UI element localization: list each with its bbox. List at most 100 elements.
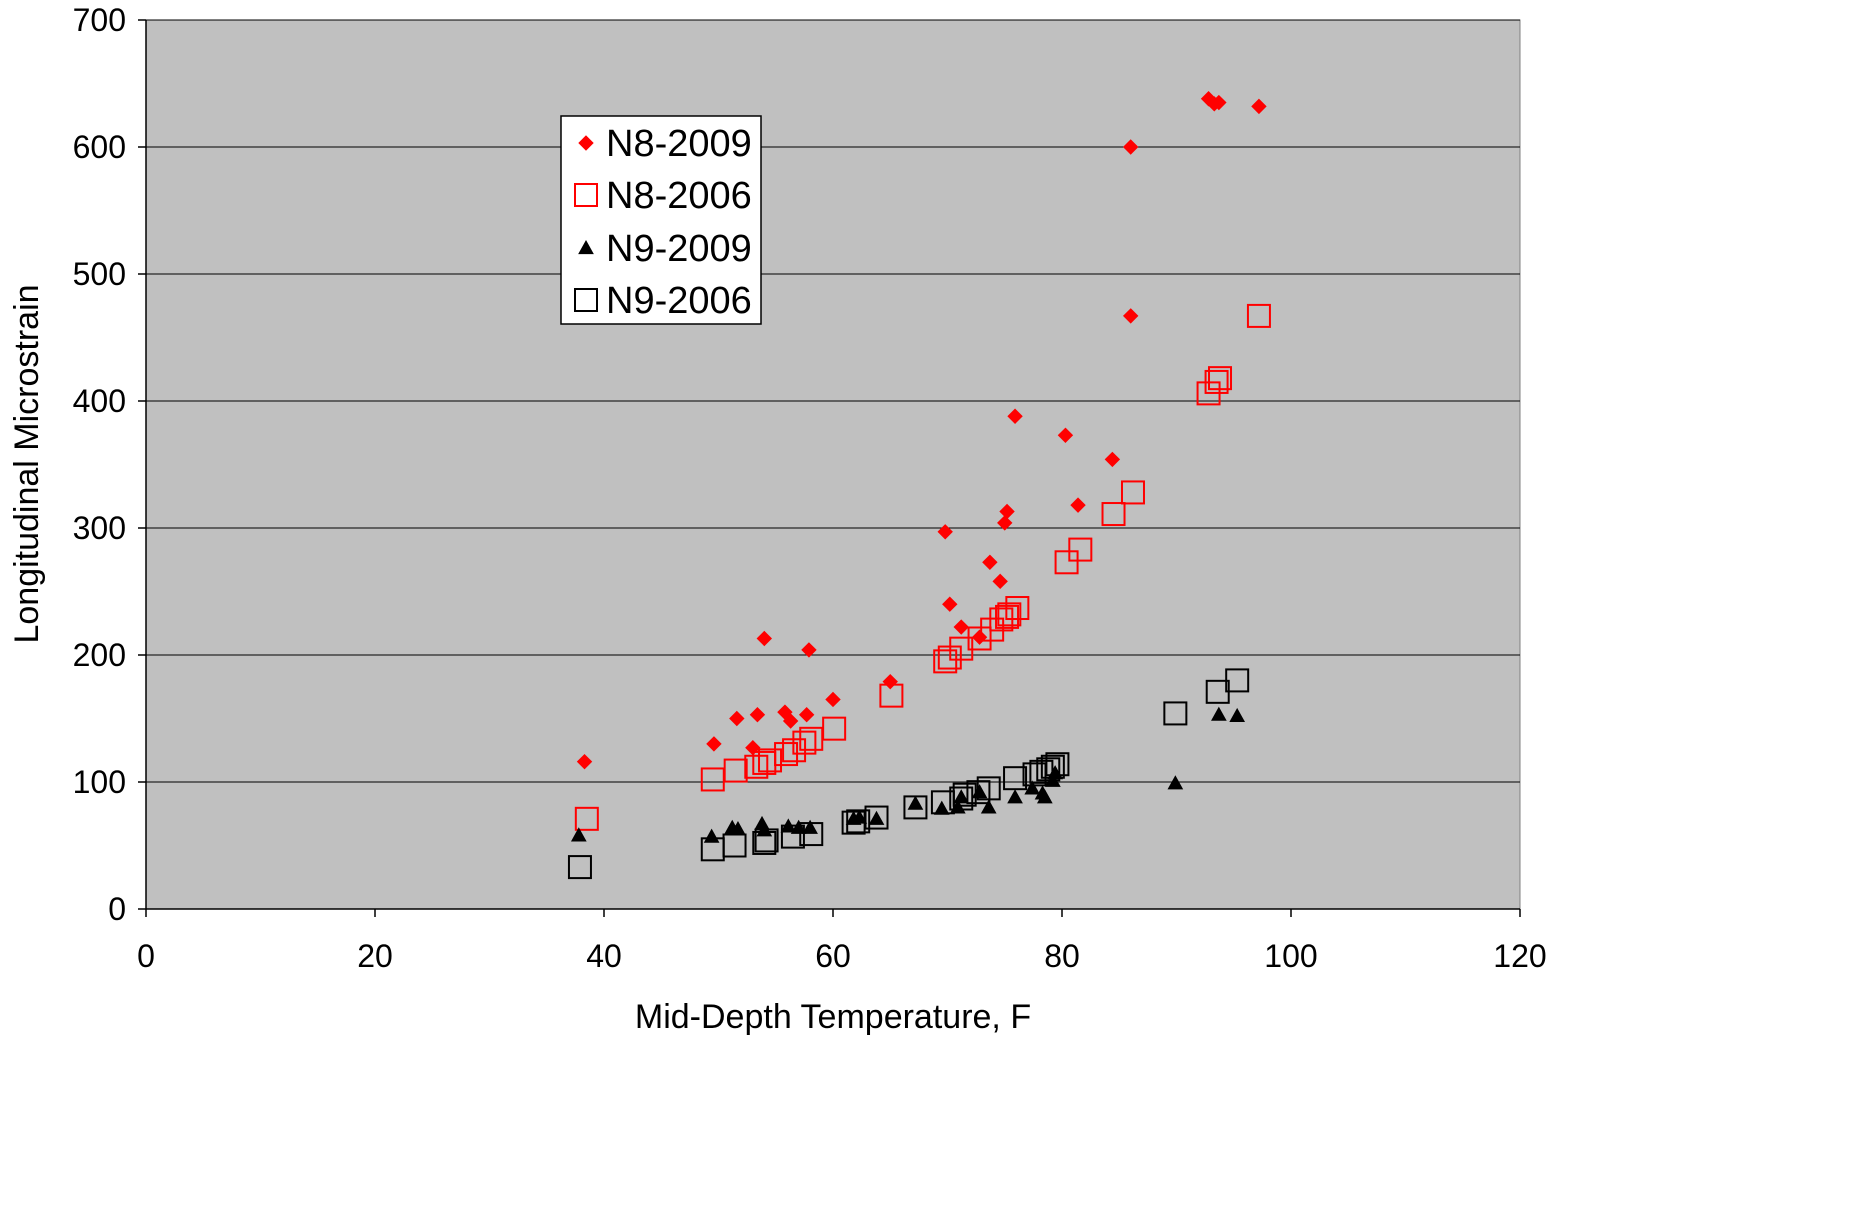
y-axis-title: Longitudinal Microstrain — [8, 284, 46, 643]
data-point — [723, 758, 748, 783]
data-point — [1246, 303, 1271, 328]
data-point — [882, 673, 898, 690]
x-tick-label: 100 — [1264, 938, 1317, 974]
data-point — [706, 736, 722, 752]
data-point — [971, 629, 988, 645]
legend-triangle-icon — [578, 239, 594, 255]
legend-label: N8-2006 — [606, 175, 752, 217]
data-point — [1211, 706, 1227, 721]
data-point — [576, 753, 593, 770]
y-tick-label: 0 — [108, 891, 126, 927]
data-point — [1251, 98, 1267, 115]
legend-label: N9-2006 — [606, 280, 752, 322]
data-point — [1068, 537, 1093, 562]
x-tick-label: 0 — [137, 938, 155, 974]
data-point — [1003, 766, 1028, 791]
legend-label: N8-2009 — [606, 123, 752, 165]
data-point — [1120, 480, 1145, 505]
data-point — [745, 740, 761, 756]
data-point — [567, 855, 592, 880]
data-point — [971, 784, 988, 799]
x-tick-label: 20 — [357, 938, 393, 974]
data-point — [756, 630, 773, 647]
data-point — [967, 626, 992, 651]
data-point — [1036, 789, 1053, 804]
data-point — [570, 827, 587, 842]
data-point — [1036, 757, 1061, 782]
plot-area — [145, 19, 1521, 910]
data-point — [997, 515, 1013, 531]
data-point — [846, 809, 871, 834]
data-point — [1122, 139, 1139, 155]
data-point — [1054, 550, 1079, 575]
data-point — [992, 573, 1008, 590]
data-point — [942, 596, 958, 612]
data-point — [1225, 668, 1250, 693]
legend-label: N9-2009 — [606, 228, 752, 270]
data-point — [801, 642, 817, 658]
grid-lines — [146, 19, 1520, 783]
data-point — [825, 691, 841, 708]
y-tick-label: 200 — [73, 637, 126, 673]
data-point — [822, 716, 847, 741]
x-tick-label: 80 — [1044, 938, 1080, 974]
series-n8-2009 — [576, 91, 1267, 770]
data-point — [1024, 780, 1041, 795]
series-n8-2006 — [574, 303, 1271, 831]
data-point — [758, 748, 783, 773]
data-point — [1044, 772, 1061, 787]
data-point — [780, 818, 797, 833]
data-point — [1005, 596, 1030, 621]
data-point — [574, 806, 599, 831]
data-point — [997, 602, 1022, 627]
data-point — [1122, 308, 1139, 324]
data-point — [756, 822, 773, 837]
data-point — [1104, 451, 1121, 468]
series-n9-2009 — [570, 706, 1246, 843]
data-point — [1229, 707, 1246, 723]
data-point — [982, 554, 998, 570]
y-tick-label: 300 — [73, 510, 126, 546]
data-point — [1070, 497, 1086, 513]
data-point — [730, 820, 746, 836]
data-point — [1208, 366, 1233, 391]
data-point — [703, 828, 720, 843]
data-point — [1047, 765, 1063, 780]
axes — [138, 19, 1521, 917]
tick-labels: 0 100 200 300 400 500 600 700 0 20 40 60 80 100 120 — [73, 2, 1547, 974]
data-point — [933, 649, 958, 674]
data-point — [780, 824, 805, 849]
data-point — [907, 795, 924, 810]
data-point — [798, 706, 815, 723]
data-point — [1007, 408, 1023, 424]
data-point — [729, 710, 745, 727]
data-point — [864, 805, 889, 830]
y-tick-label: 500 — [73, 256, 126, 292]
data-point — [999, 503, 1015, 520]
data-point — [1204, 369, 1229, 394]
x-tick-label: 40 — [586, 938, 622, 974]
data-point — [1101, 502, 1126, 527]
data-points — [567, 91, 1271, 880]
data-point — [933, 800, 950, 815]
data-point — [1057, 427, 1074, 443]
data-point — [980, 799, 997, 814]
data-point — [949, 799, 966, 814]
data-point — [937, 524, 953, 540]
data-point — [1167, 775, 1184, 790]
legend-diamond-icon — [578, 135, 594, 151]
data-point — [1211, 94, 1227, 111]
y-tick-label: 400 — [73, 383, 126, 419]
data-point — [749, 706, 766, 723]
x-tick-label: 60 — [815, 938, 851, 974]
data-point — [953, 619, 969, 635]
x-tick-label: 120 — [1493, 938, 1546, 974]
x-axis-title: Mid-Depth Temperature, F — [635, 998, 1031, 1036]
y-tick-label: 700 — [73, 2, 126, 38]
data-point — [790, 819, 807, 834]
legend-square-icon — [574, 183, 598, 207]
data-point — [744, 754, 769, 779]
data-point — [792, 730, 817, 755]
data-point — [802, 819, 818, 834]
